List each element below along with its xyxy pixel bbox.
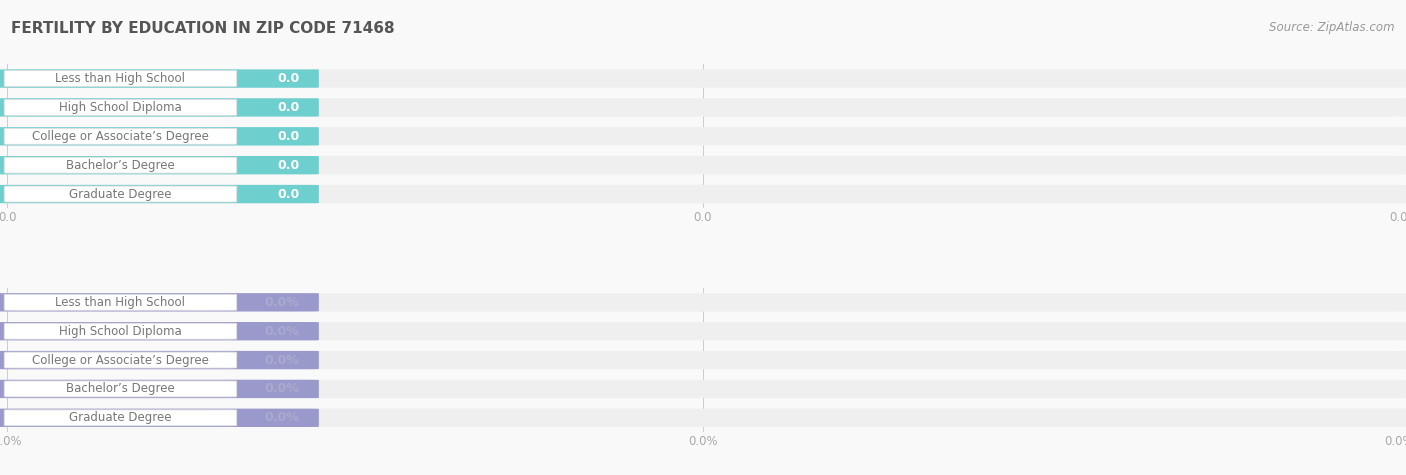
Text: 0.0: 0.0 bbox=[277, 188, 299, 200]
FancyBboxPatch shape bbox=[0, 156, 1406, 174]
Text: Graduate Degree: Graduate Degree bbox=[69, 188, 172, 200]
Text: 0.0: 0.0 bbox=[277, 130, 299, 143]
Text: 0.0%: 0.0% bbox=[264, 353, 299, 367]
Text: Less than High School: Less than High School bbox=[55, 296, 186, 309]
FancyBboxPatch shape bbox=[4, 410, 236, 426]
FancyBboxPatch shape bbox=[0, 351, 319, 369]
Text: 0.0%: 0.0% bbox=[264, 411, 299, 424]
Text: 0.0: 0.0 bbox=[277, 159, 299, 171]
Text: High School Diploma: High School Diploma bbox=[59, 101, 181, 114]
Text: 0.0%: 0.0% bbox=[264, 296, 299, 309]
FancyBboxPatch shape bbox=[0, 127, 1406, 145]
FancyBboxPatch shape bbox=[0, 380, 319, 398]
FancyBboxPatch shape bbox=[0, 185, 1406, 203]
FancyBboxPatch shape bbox=[0, 98, 1406, 117]
FancyBboxPatch shape bbox=[0, 351, 1406, 369]
FancyBboxPatch shape bbox=[0, 322, 319, 341]
FancyBboxPatch shape bbox=[0, 98, 319, 117]
Text: FERTILITY BY EDUCATION IN ZIP CODE 71468: FERTILITY BY EDUCATION IN ZIP CODE 71468 bbox=[11, 21, 395, 37]
Text: College or Associate’s Degree: College or Associate’s Degree bbox=[32, 130, 209, 143]
FancyBboxPatch shape bbox=[0, 156, 319, 174]
FancyBboxPatch shape bbox=[4, 186, 236, 202]
FancyBboxPatch shape bbox=[0, 69, 319, 88]
Text: 0.0%: 0.0% bbox=[264, 325, 299, 338]
Text: Bachelor’s Degree: Bachelor’s Degree bbox=[66, 159, 174, 171]
Text: Less than High School: Less than High School bbox=[55, 72, 186, 85]
FancyBboxPatch shape bbox=[4, 71, 236, 86]
FancyBboxPatch shape bbox=[4, 352, 236, 368]
Text: College or Associate’s Degree: College or Associate’s Degree bbox=[32, 353, 209, 367]
FancyBboxPatch shape bbox=[4, 157, 236, 173]
FancyBboxPatch shape bbox=[4, 294, 236, 310]
FancyBboxPatch shape bbox=[0, 322, 1406, 341]
FancyBboxPatch shape bbox=[0, 185, 319, 203]
Text: 0.0%: 0.0% bbox=[264, 382, 299, 396]
FancyBboxPatch shape bbox=[0, 127, 319, 145]
Text: Bachelor’s Degree: Bachelor’s Degree bbox=[66, 382, 174, 396]
Text: High School Diploma: High School Diploma bbox=[59, 325, 181, 338]
Text: 0.0: 0.0 bbox=[277, 101, 299, 114]
Text: Source: ZipAtlas.com: Source: ZipAtlas.com bbox=[1270, 21, 1395, 34]
FancyBboxPatch shape bbox=[0, 69, 1406, 88]
FancyBboxPatch shape bbox=[0, 293, 319, 312]
FancyBboxPatch shape bbox=[0, 293, 1406, 312]
FancyBboxPatch shape bbox=[0, 380, 1406, 398]
Text: Graduate Degree: Graduate Degree bbox=[69, 411, 172, 424]
FancyBboxPatch shape bbox=[4, 381, 236, 397]
FancyBboxPatch shape bbox=[0, 408, 1406, 427]
FancyBboxPatch shape bbox=[4, 99, 236, 115]
FancyBboxPatch shape bbox=[4, 128, 236, 144]
FancyBboxPatch shape bbox=[4, 323, 236, 339]
FancyBboxPatch shape bbox=[0, 408, 319, 427]
Text: 0.0: 0.0 bbox=[277, 72, 299, 85]
